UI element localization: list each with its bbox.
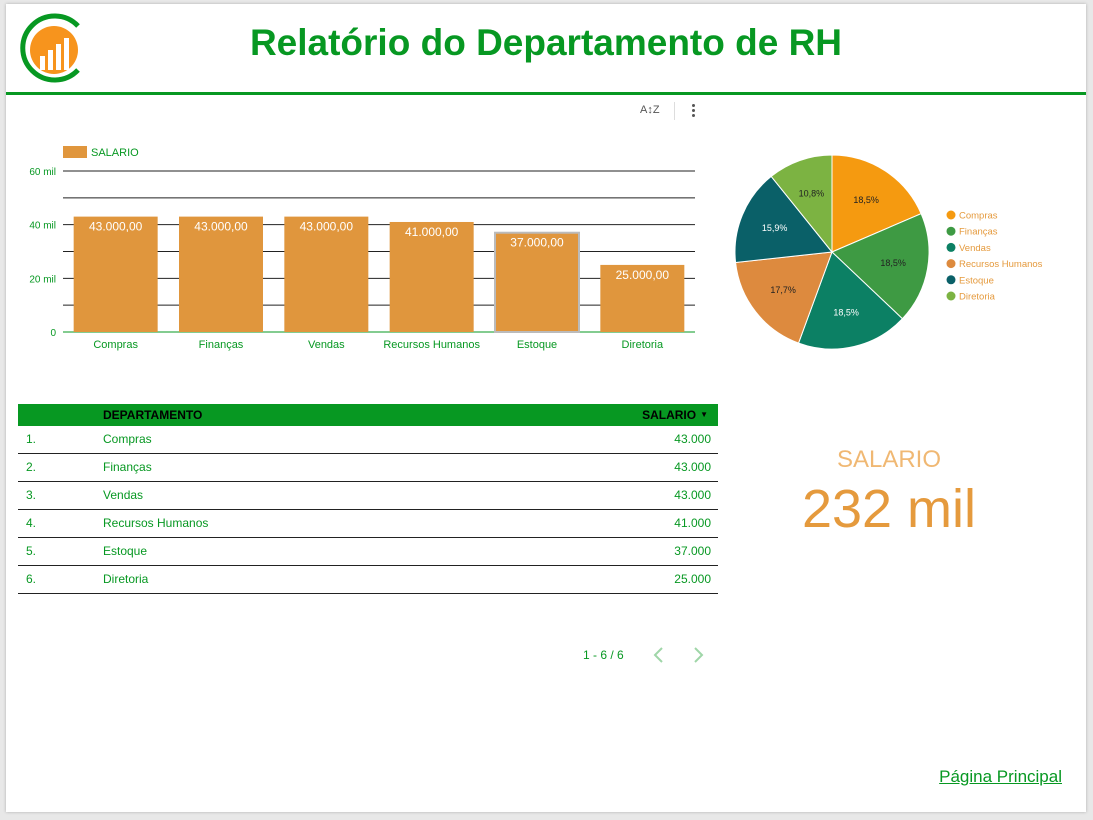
row-department: Compras (103, 432, 152, 446)
legend-label: Diretoria (959, 292, 996, 303)
legend-marker (946, 275, 956, 285)
y-tick-label: 0 (50, 328, 56, 339)
home-page-link[interactable]: Página Principal (939, 767, 1062, 786)
pie-slice (734, 175, 833, 264)
x-tick-label: Vendas (308, 339, 345, 351)
row-index: 5. (26, 544, 37, 558)
toolbar-divider (674, 102, 675, 120)
row-index: 2. (26, 460, 37, 474)
pie-slice (831, 213, 930, 320)
chevron-left-icon[interactable] (649, 644, 669, 666)
slice-percent-label: 10,8% (799, 188, 825, 198)
data-label: 43.000,00 (300, 220, 354, 234)
scorecard-label: SALARIO (836, 446, 942, 473)
column-header-salary-label: SALARIO (642, 408, 697, 422)
data-label: 41.000,00 (405, 225, 459, 239)
legend-marker (946, 242, 956, 252)
more-options-icon[interactable] (692, 104, 696, 119)
table-row[interactable]: 6. Diretoria 25.000 (18, 566, 718, 594)
table-header: DEPARTAMENTO SALARIO ▼ (18, 404, 718, 426)
row-salary: 43.000 (674, 488, 711, 502)
table-row[interactable]: 4. Recursos Humanos 41.000 (18, 510, 718, 538)
slice-percent-label: 18,5% (833, 307, 859, 317)
salary-bar-chart: SALARIO 0 20 mil 40 mil 60 mil 43.000,00 Compr… (29, 146, 695, 351)
pagination-label: 1 - 6 / 6 (583, 648, 624, 662)
pie-slice (831, 154, 922, 253)
y-tick-label: 20 mil (29, 274, 56, 285)
page-title: Relatório do Departamento de RH (249, 22, 843, 63)
table-row[interactable]: 5. Estoque 37.000 (18, 538, 718, 566)
legend-marker (946, 291, 956, 301)
row-salary: 37.000 (674, 544, 711, 558)
legend-label: Compras (959, 211, 998, 222)
row-salary: 43.000 (674, 460, 711, 474)
row-salary: 25.000 (674, 572, 711, 586)
x-tick-label: Recursos Humanos (383, 339, 480, 351)
row-department: Finanças (103, 460, 152, 474)
bar (389, 221, 474, 332)
slice-percent-label: 17,7% (770, 285, 796, 295)
row-department: Vendas (103, 488, 144, 502)
x-tick-label: Compras (93, 339, 138, 351)
legend-label: Recursos Humanos (959, 259, 1043, 270)
y-tick-label: 60 mil (29, 167, 56, 178)
row-index: 6. (26, 572, 37, 586)
report-header: Relatório do Departamento de RH (6, 4, 1086, 95)
table-row[interactable]: 2. Finanças 43.000 (18, 454, 718, 482)
salary-pie-chart: 18,5% 18,5% 18,5% 17,7% 15,9% 10,8% Compras Fin… (734, 154, 1043, 350)
x-tick-label: Diretoria (622, 339, 664, 351)
row-salary: 41.000 (674, 516, 711, 530)
chevron-right-icon[interactable] (688, 644, 708, 666)
row-index: 3. (26, 488, 37, 502)
pie-slice (735, 251, 833, 344)
slice-percent-label: 15,9% (762, 223, 788, 233)
bar (179, 216, 263, 332)
data-label: 25.000,00 (616, 268, 670, 282)
x-tick-label: Finanças (199, 339, 244, 351)
data-label: 43.000,00 (194, 220, 248, 234)
pie-slice (797, 251, 904, 350)
legend-label: Finanças (959, 227, 998, 238)
legend-marker (946, 210, 956, 220)
legend-label: Estoque (959, 275, 994, 286)
report-page: Relatório do Departamento de RH A↕Z SALA… (6, 4, 1086, 812)
bar (284, 216, 369, 332)
header-divider (6, 92, 1086, 95)
pie-slice (770, 154, 833, 254)
bar (494, 231, 580, 333)
row-salary: 43.000 (674, 432, 711, 446)
column-header-department[interactable]: DEPARTAMENTO (103, 408, 203, 422)
legend-marker (946, 226, 956, 236)
bar (600, 264, 685, 332)
data-label: 37.000,00 (510, 236, 564, 250)
legend-swatch (63, 146, 87, 158)
row-index: 4. (26, 516, 37, 530)
slice-percent-label: 18,5% (853, 195, 879, 205)
row-index: 1. (26, 432, 37, 446)
sort-icon[interactable]: A↕Z (640, 104, 660, 116)
legend-marker (946, 259, 956, 269)
legend-label: SALARIO (91, 147, 139, 159)
x-tick-label: Estoque (517, 339, 557, 351)
y-tick-label: 40 mil (29, 221, 56, 232)
data-label: 43.000,00 (89, 220, 143, 234)
sort-desc-icon: ▼ (700, 410, 708, 419)
department-table: DEPARTAMENTO SALARIO ▼ 1. Compras 43.000 … (18, 404, 718, 594)
logo-icon (20, 13, 80, 83)
row-department: Diretoria (103, 572, 149, 586)
row-department: Estoque (103, 544, 148, 558)
table-row[interactable]: 3. Vendas 43.000 (18, 482, 718, 510)
column-header-salary[interactable]: SALARIO ▼ (642, 408, 708, 422)
table-row[interactable]: 1. Compras 43.000 (18, 426, 718, 454)
salary-scorecard: SALARIO 232 mil (766, 446, 1012, 540)
slice-percent-label: 18,5% (880, 258, 906, 268)
scorecard-value: 232 mil (801, 479, 977, 539)
bar (73, 216, 158, 332)
row-department: Recursos Humanos (103, 516, 209, 530)
legend-label: Vendas (959, 243, 991, 254)
